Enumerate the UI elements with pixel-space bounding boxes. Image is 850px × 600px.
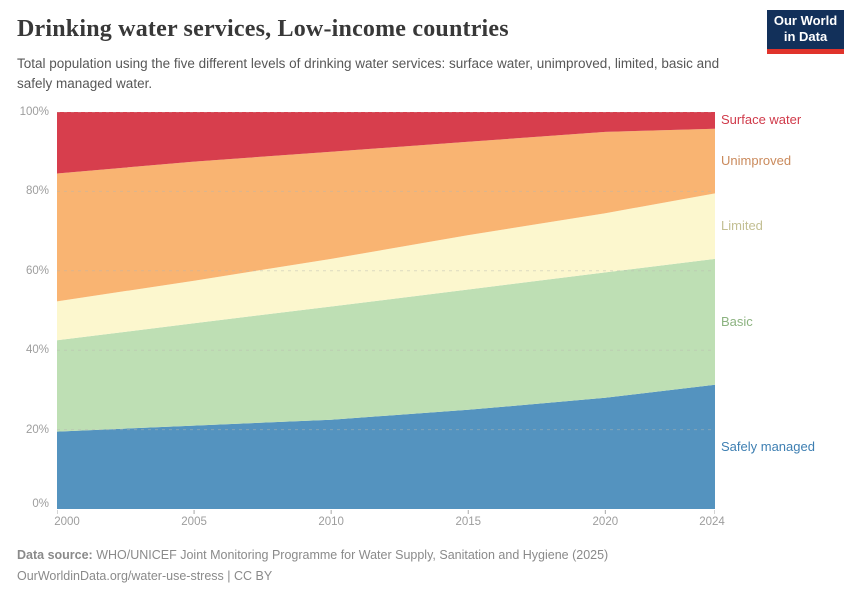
y-axis-label-80: 80% xyxy=(25,185,49,198)
area-band-basic[interactable] xyxy=(57,258,715,432)
legend-label-unimproved[interactable]: Unimproved xyxy=(721,153,792,169)
x-axis-label-2020: 2020 xyxy=(592,516,619,528)
owid-logo-box: Our World in Data xyxy=(767,10,844,49)
owid-logo-line2: in Data xyxy=(783,29,828,44)
chart-footer: Data source: WHO/UNICEF Joint Monitoring… xyxy=(17,545,608,587)
x-axis-label-2015: 2015 xyxy=(455,516,482,528)
area-band-limited[interactable] xyxy=(57,193,715,341)
owid-logo-line1: Our World xyxy=(773,13,838,28)
legend-label-limited[interactable]: Limited xyxy=(721,218,763,234)
x-axis-label-2010: 2010 xyxy=(318,516,344,528)
legend-label-basic[interactable]: Basic xyxy=(721,313,753,329)
data-source-line: Data source: WHO/UNICEF Joint Monitoring… xyxy=(17,545,608,566)
x-axis-label-2005: 2005 xyxy=(181,516,207,528)
data-source-label: Data source: xyxy=(17,548,93,562)
legend-label-surface-water[interactable]: Surface water xyxy=(721,112,802,128)
owid-logo[interactable]: Our World in Data xyxy=(767,10,844,54)
stacked-area-chart xyxy=(57,112,715,515)
data-source-text: WHO/UNICEF Joint Monitoring Programme fo… xyxy=(92,548,609,562)
y-axis-label-40: 40% xyxy=(25,344,49,357)
area-band-surface-water[interactable] xyxy=(57,112,715,174)
page-title: Drinking water services, Low-income coun… xyxy=(17,16,509,42)
license-line: OurWorldinData.org/water-use-stress | CC… xyxy=(17,566,608,587)
license-text: CC BY xyxy=(233,569,273,583)
license-separator: | xyxy=(223,569,234,583)
x-axis-label-2000: 2000 xyxy=(54,516,80,528)
stacked-area-plot-svg xyxy=(57,112,715,514)
y-axis-label-20: 20% xyxy=(25,423,49,436)
area-band-unimproved[interactable] xyxy=(57,128,715,302)
y-axis-label-100: 100% xyxy=(19,106,49,118)
owid-url-link[interactable]: OurWorldinData.org/water-use-stress xyxy=(17,569,224,583)
y-axis-label-60: 60% xyxy=(25,264,49,277)
legend-label-safely-managed[interactable]: Safely managed xyxy=(721,438,815,454)
y-axis-label-0: 0% xyxy=(32,498,49,510)
x-axis-label-2024: 2024 xyxy=(699,516,725,528)
area-band-safely-managed[interactable] xyxy=(57,384,715,509)
page-subtitle: Total population using the five differen… xyxy=(17,56,720,92)
owid-logo-stripe xyxy=(767,49,844,54)
